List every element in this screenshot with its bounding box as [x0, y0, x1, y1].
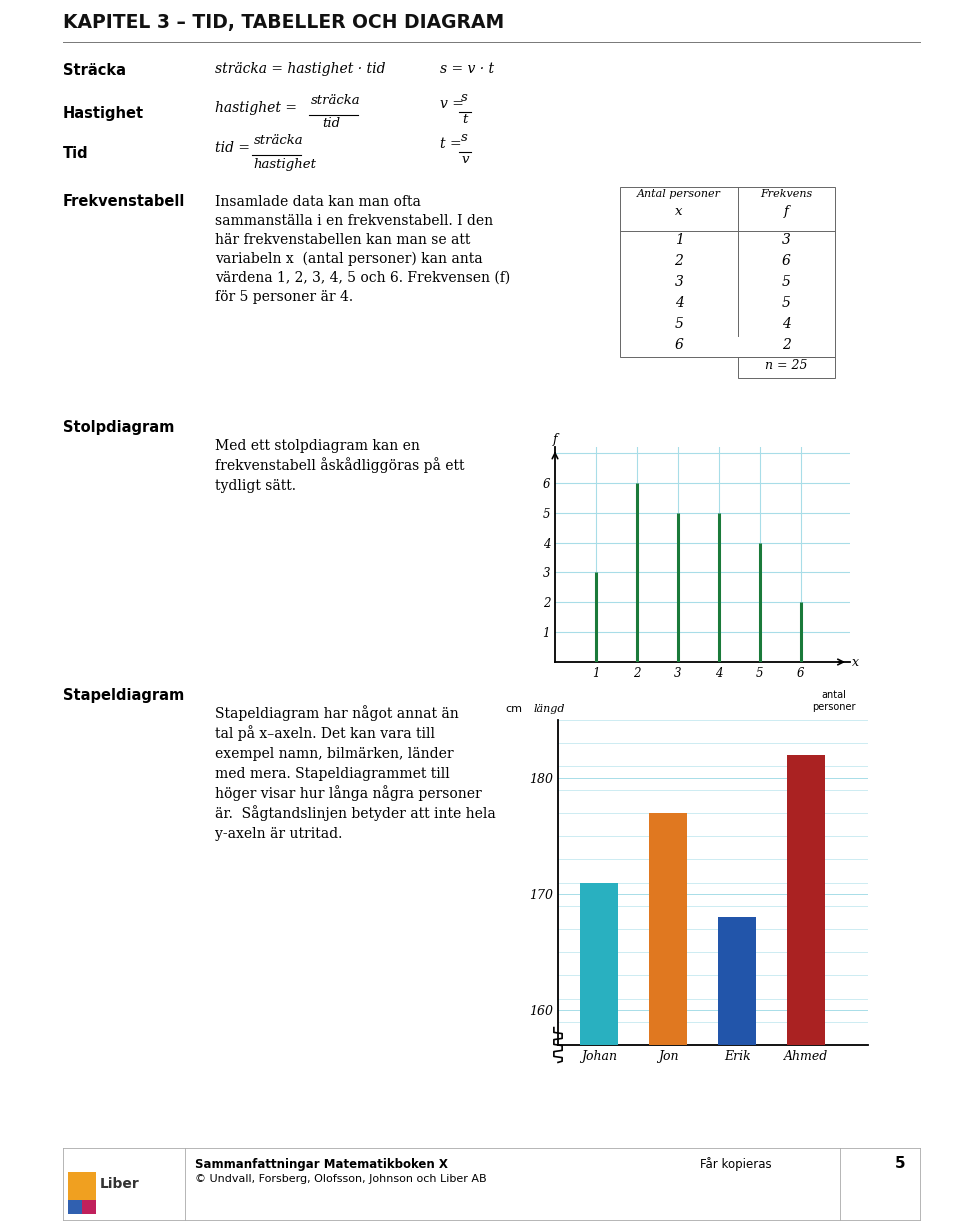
Bar: [738, 357, 835, 378]
Text: 5: 5: [782, 296, 791, 310]
Text: 2: 2: [675, 254, 684, 268]
Text: s: s: [461, 131, 468, 144]
Text: hastighet =: hastighet =: [215, 101, 297, 115]
Text: 4: 4: [782, 316, 791, 331]
Text: 6: 6: [782, 254, 791, 268]
Bar: [82, 1200, 96, 1213]
Text: tydligt sätt.: tydligt sätt.: [215, 479, 296, 492]
Text: är.  Sågtandslinjen betyder att inte hela: är. Sågtandslinjen betyder att inte hela: [215, 805, 495, 821]
Text: Antal personer: Antal personer: [637, 189, 721, 199]
Text: Insamlade data kan man ofta: Insamlade data kan man ofta: [215, 196, 420, 209]
Text: tal på x–axeln. Det kan vara till: tal på x–axeln. Det kan vara till: [215, 725, 435, 741]
Text: för 5 personer är 4.: för 5 personer är 4.: [215, 290, 353, 304]
Text: n = 25: n = 25: [765, 359, 807, 371]
Text: 3: 3: [782, 233, 791, 247]
Text: sträcka: sträcka: [311, 94, 361, 108]
Text: t: t: [462, 112, 468, 126]
Text: längd: längd: [534, 704, 565, 714]
Text: variabeln x  (antal personer) kan anta: variabeln x (antal personer) kan anta: [215, 252, 483, 266]
Text: f: f: [553, 433, 558, 446]
Text: antal
personer: antal personer: [812, 690, 855, 712]
Text: x: x: [852, 655, 859, 668]
Bar: [581, 882, 618, 1045]
Bar: [620, 187, 835, 357]
Text: x: x: [675, 205, 683, 218]
Text: cm: cm: [505, 704, 522, 714]
Text: s: s: [461, 90, 468, 104]
Text: KAPITEL 3 – TID, TABELLER OCH DIAGRAM: KAPITEL 3 – TID, TABELLER OCH DIAGRAM: [63, 13, 504, 32]
Bar: [68, 1172, 96, 1200]
Text: sträcka: sträcka: [254, 134, 303, 147]
Text: frekvenstabell åskådliggöras på ett: frekvenstabell åskådliggöras på ett: [215, 457, 465, 473]
Text: Med ett stolpdiagram kan en: Med ett stolpdiagram kan en: [215, 439, 420, 453]
Text: tid =: tid =: [215, 141, 250, 155]
Text: Liber: Liber: [100, 1177, 140, 1191]
Text: 3: 3: [675, 275, 684, 288]
Text: 5: 5: [782, 275, 791, 288]
Text: hastighet: hastighet: [253, 158, 316, 171]
Text: Stapeldiagram: Stapeldiagram: [63, 688, 184, 703]
Text: Sträcka: Sträcka: [63, 64, 126, 78]
Text: Hastighet: Hastighet: [63, 106, 144, 121]
Text: © Undvall, Forsberg, Olofsson, Johnson och Liber AB: © Undvall, Forsberg, Olofsson, Johnson o…: [195, 1174, 487, 1184]
Text: värdena 1, 2, 3, 4, 5 och 6. Frekvensen (f): värdena 1, 2, 3, 4, 5 och 6. Frekvensen …: [215, 271, 511, 285]
Bar: [718, 918, 756, 1045]
Bar: [649, 813, 687, 1045]
Text: Frekvens: Frekvens: [760, 189, 812, 199]
Text: f: f: [784, 205, 789, 218]
Text: här frekvenstabellen kan man se att: här frekvenstabellen kan man se att: [215, 233, 470, 247]
Text: sammanställa i en frekvenstabell. I den: sammanställa i en frekvenstabell. I den: [215, 214, 493, 229]
Text: Frekvenstabell: Frekvenstabell: [63, 194, 185, 209]
Text: 6: 6: [675, 338, 684, 352]
Text: y-axeln är utritad.: y-axeln är utritad.: [215, 827, 343, 841]
Text: v =: v =: [440, 97, 464, 111]
Text: 1: 1: [675, 233, 684, 247]
Text: 5: 5: [675, 316, 684, 331]
Text: s = v · t: s = v · t: [440, 62, 494, 76]
Text: med mera. Stapeldiagrammet till: med mera. Stapeldiagrammet till: [215, 767, 449, 781]
Text: Stolpdiagram: Stolpdiagram: [63, 420, 175, 435]
Text: t =: t =: [440, 137, 462, 152]
Text: 5: 5: [895, 1156, 905, 1171]
Text: Stapeldiagram har något annat än: Stapeldiagram har något annat än: [215, 705, 459, 721]
Text: Får kopieras: Får kopieras: [700, 1157, 772, 1171]
Bar: [787, 755, 825, 1045]
Text: v: v: [462, 153, 469, 166]
Text: exempel namn, bilmärken, länder: exempel namn, bilmärken, länder: [215, 747, 454, 761]
Text: 2: 2: [782, 338, 791, 352]
Text: Tid: Tid: [63, 145, 88, 161]
Text: tid: tid: [322, 117, 340, 130]
Text: sträcka = hastighet · tid: sträcka = hastighet · tid: [215, 62, 386, 76]
Text: 4: 4: [675, 296, 684, 310]
Text: höger visar hur långa några personer: höger visar hur långa några personer: [215, 785, 482, 800]
Text: Sammanfattningar Matematikboken X: Sammanfattningar Matematikboken X: [195, 1158, 448, 1171]
Bar: [68, 1200, 82, 1213]
